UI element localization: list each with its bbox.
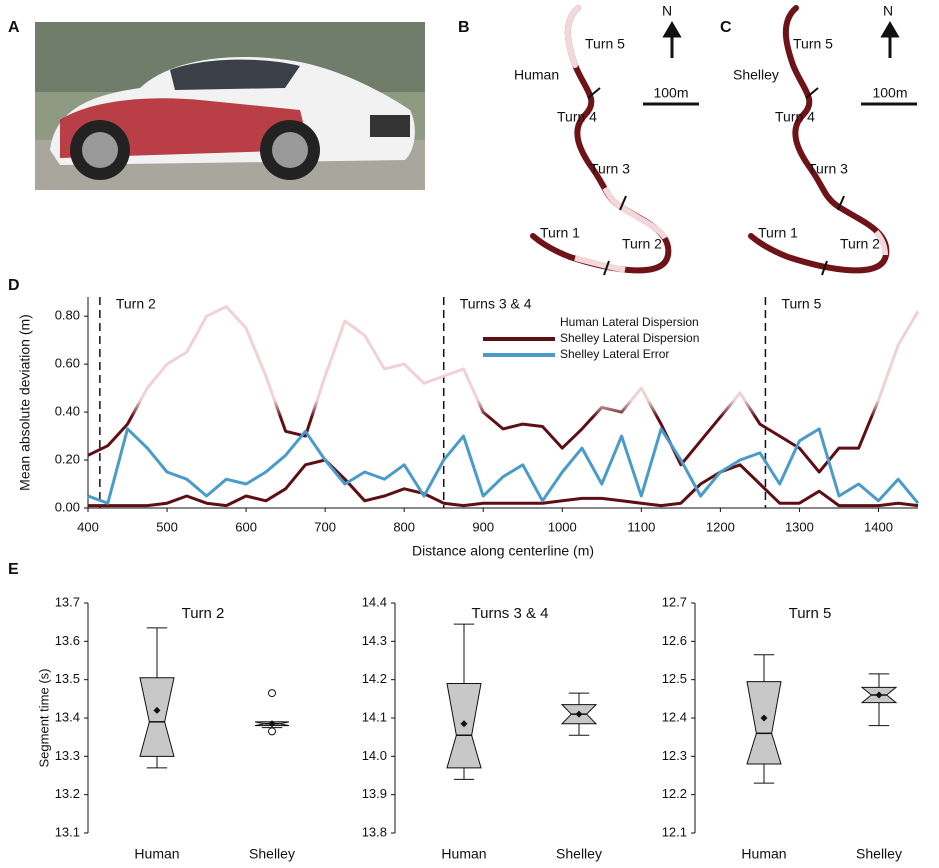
map-human: Turn 1 Turn 2 Turn 3 Turn 4 Turn 5 Human… [514,3,699,276]
y-tick-label: 12.5 [662,671,687,686]
y-tick-label: 13.3 [55,748,80,763]
y-tick-label: 0.00 [55,499,80,514]
y-tick-label: 12.6 [662,633,687,648]
x-tick-label: 1400 [864,519,893,534]
y-tick-label: 13.7 [55,594,80,609]
scale-label: 100m [872,85,907,101]
legend-label: Shelley Lateral Dispersion [560,331,699,345]
driver-label: Human [514,67,559,83]
annotation-label: Turn 2 [116,296,156,312]
car-photo [35,22,425,190]
y-tick-label: 13.4 [55,709,80,724]
x-tick-label: 800 [393,519,415,534]
panel-label: B [458,19,470,36]
x-tick-label: Shelley [856,846,902,862]
x-axis-label: Distance along centerline (m) [412,543,594,559]
y-tick-label: 0.60 [55,356,80,371]
y-axis-label: Mean absolute deviation (m) [17,314,33,491]
turn-label: Turn 3 [590,161,630,177]
y-tick-label: 13.5 [55,671,80,686]
x-tick-label: 1300 [785,519,814,534]
series-line [88,458,919,508]
y-tick-label: 13.6 [55,633,80,648]
box [746,681,782,765]
panel-label: A [8,19,20,36]
turn-label: Turn 1 [540,225,580,241]
y-tick-label: 14.4 [362,594,387,609]
map-shelley: Turn 1 Turn 2 Turn 3 Turn 4 Turn 5 Shell… [733,3,917,276]
north-label: N [662,3,672,19]
chart-title: Turns 3 & 4 [472,605,549,622]
series-line [87,427,920,505]
mean [153,706,161,714]
turn-label: Turn 4 [775,109,815,125]
outlier [268,727,276,736]
x-tick-label: 1100 [627,519,655,534]
mean [760,714,768,722]
x-tick-label: 900 [472,519,494,534]
box [139,677,175,757]
y-tick-label: 12.7 [662,594,687,609]
x-tick-label: 400 [77,519,99,534]
turn-label: Turn 1 [758,225,798,241]
x-tick-label: Human [134,846,179,862]
y-tick-label: 0.40 [55,404,80,419]
mean [460,720,468,728]
mean [875,691,883,699]
legend-label: Shelley Lateral Error [560,347,669,361]
panel-label: E [8,561,19,578]
y-tick-label: 14.1 [362,709,387,724]
turn-label: Turn 2 [840,236,880,252]
x-tick-label: Shelley [249,846,295,862]
x-tick-label: 500 [156,519,178,534]
y-tick-label: 12.2 [662,786,687,801]
y-tick-label: 13.9 [362,786,387,801]
chart-title: Turn 2 [182,605,225,622]
x-tick-label: 600 [235,519,257,534]
turn-label: Turn 2 [622,236,662,252]
turn-label: Turn 4 [557,109,597,125]
outlier [268,689,276,698]
driver-label: Shelley [733,67,779,83]
x-tick-label: Shelley [556,846,602,862]
turn-label: Turn 5 [793,36,833,52]
annotation-label: Turns 3 & 4 [460,296,532,312]
y-tick-label: 14.0 [362,748,387,763]
mean [575,710,583,718]
y-tick-label: 13.1 [55,824,80,839]
x-tick-label: 1000 [548,519,577,534]
y-tick-label: 14.3 [362,633,387,648]
mean [268,720,276,728]
chart-title: Turn 5 [789,605,832,622]
x-tick-label: Human [441,846,486,862]
turn-label: Turn 3 [808,161,848,177]
panel-label: D [8,277,20,294]
y-tick-label: 12.3 [662,748,687,763]
y-tick-label: 13.2 [55,786,80,801]
y-tick-label: 13.8 [362,824,387,839]
y-tick-label: 0.80 [55,308,80,323]
panel-label: C [720,19,732,36]
y-axis-label: Segment time (s) [36,669,51,768]
y-tick-label: 14.2 [362,671,387,686]
y-tick-label: 0.20 [55,451,80,466]
y-tick-label: 12.1 [662,824,687,839]
scale-label: 100m [653,85,688,101]
north-label: N [883,3,893,19]
annotation-label: Turn 5 [781,296,821,312]
legend-label: Human Lateral Dispersion [560,315,699,329]
x-tick-label: 1200 [706,519,735,534]
turn-label: Turn 5 [585,36,625,52]
series-line [87,305,920,474]
x-tick-label: Human [741,846,786,862]
x-tick-label: 700 [314,519,336,534]
y-tick-label: 12.4 [662,709,687,724]
